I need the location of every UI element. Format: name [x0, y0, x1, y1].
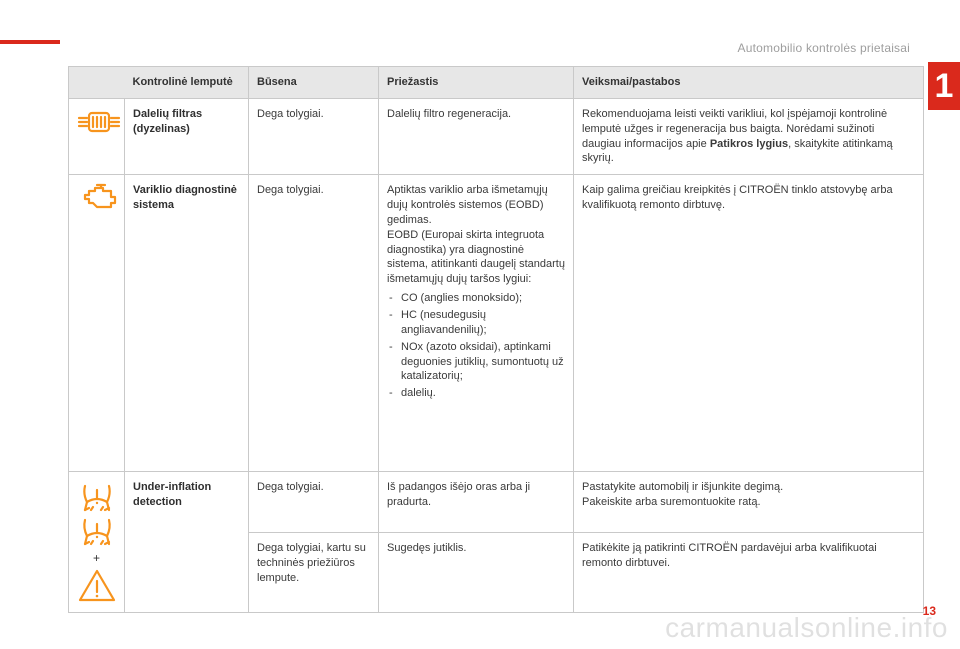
tpms-icon-cell: +: [69, 472, 125, 613]
tpms-b-cause: Sugedęs jutiklis.: [379, 532, 574, 612]
eobd-cause: Aptiktas variklio arba išmetamųjų dujų k…: [379, 175, 574, 472]
list-item: dalelių.: [401, 386, 565, 401]
list-item: HC (nesudegusių angliavandenilių);: [401, 308, 565, 338]
eobd-cause-list: CO (anglies monoksido); HC (nesudegusių …: [387, 291, 565, 401]
tpms-b-action: Patikėkite ją patikrinti CITROËN pardavė…: [574, 532, 924, 612]
tpms-a-cause: Iš padangos išėjo oras arba ji pradurta.: [379, 472, 574, 533]
list-item: CO (anglies monoksido);: [401, 291, 565, 306]
plus-icon: +: [77, 550, 116, 566]
engine-icon: [77, 183, 121, 215]
eobd-action: Kaip galima greičiau kreipkitės į CITROË…: [574, 175, 924, 472]
dpf-cause: Dalelių filtro regeneracija.: [379, 98, 574, 174]
eobd-state: Dega tolygiai.: [249, 175, 379, 472]
table-row: + Under-inflation detection Dega tolygia…: [69, 472, 924, 533]
engine-icon-cell: [69, 175, 125, 472]
page-number: 13: [923, 603, 936, 619]
col-header-state: Būsena: [249, 67, 379, 99]
breadcrumb: Automobilio kontrolės prietaisai: [738, 40, 910, 56]
col-header-action: Veiksmai/pastabos: [574, 67, 924, 99]
col-header-cause: Priežastis: [379, 67, 574, 99]
dpf-name: Dalelių filtras (dyzelinas): [125, 98, 249, 174]
tpms-a-action: Pastatykite automobilį ir išjunkite degi…: [574, 472, 924, 533]
chapter-number-tab: 1: [928, 62, 960, 110]
dpf-action: Rekomenduojama leisti veikti varikliui, …: [574, 98, 924, 174]
tpms-b-state: Dega tolygiai, kartu su techninės prieži…: [249, 532, 379, 612]
dpf-icon-cell: [69, 98, 125, 174]
eobd-name: Variklio diagnostinė sistema: [125, 175, 249, 472]
col-header-lamp-icon: [69, 67, 125, 99]
watermark: carmanualsonline.info: [665, 609, 948, 647]
list-item: NOx (azoto oksidai), aptinkami deguonies…: [401, 340, 565, 385]
col-header-lamp: Kontrolinė lemputė: [125, 67, 249, 99]
tpms-name: Under-inflation detection: [125, 472, 249, 613]
table-row: Variklio diagnostinė sistema Dega tolygi…: [69, 175, 924, 472]
tpms-a-state: Dega tolygiai.: [249, 472, 379, 533]
dpf-icon: [77, 107, 121, 137]
dpf-state: Dega tolygiai.: [249, 98, 379, 174]
accent-bar: [0, 40, 60, 44]
warning-triangle-icon: [77, 568, 117, 604]
tpms-icon: [77, 514, 117, 548]
tpms-icon: [77, 480, 117, 514]
table-row: Dalelių filtras (dyzelinas) Dega tolygia…: [69, 98, 924, 174]
warning-lamps-table: Kontrolinė lemputė Būsena Priežastis Vei…: [68, 66, 924, 613]
